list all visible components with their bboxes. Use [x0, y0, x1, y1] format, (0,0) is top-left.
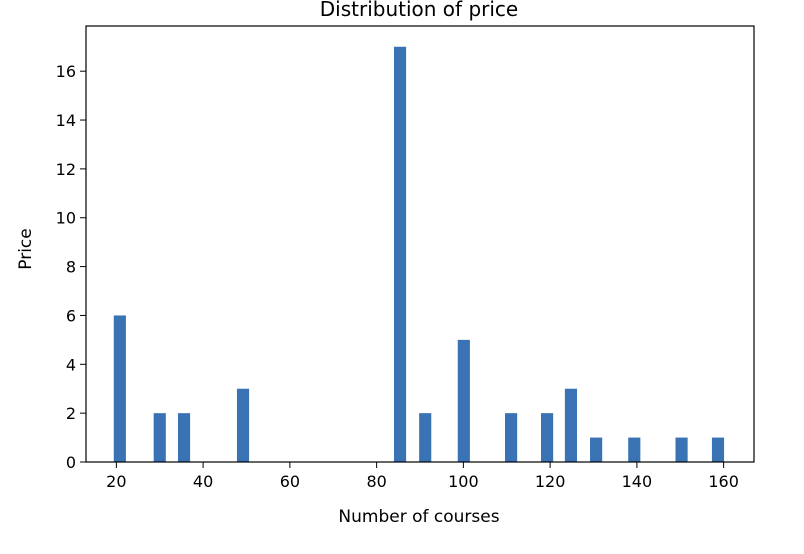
- y-tick-label: 0: [66, 453, 76, 472]
- y-axis-ticks: 0 2 4 6 8 10 12 14 16: [56, 62, 86, 472]
- y-tick-label: 8: [66, 258, 76, 277]
- histogram-bar: [541, 413, 554, 462]
- x-tick-label: 20: [106, 472, 126, 491]
- histogram-bar: [393, 46, 407, 462]
- y-tick-label: 12: [56, 160, 76, 179]
- y-tick-label: 10: [56, 209, 76, 228]
- histogram-bar: [564, 388, 578, 462]
- x-tick-label: 100: [448, 472, 479, 491]
- bars-group: [113, 46, 725, 462]
- chart-title: Distribution of price: [320, 0, 518, 21]
- histogram-bar: [177, 413, 191, 462]
- y-tick-label: 16: [56, 62, 76, 81]
- histogram-bar: [711, 437, 725, 462]
- histogram-bar: [236, 388, 250, 462]
- y-axis-label: Price: [16, 228, 36, 269]
- histogram-bar: [457, 339, 470, 462]
- x-axis-label: Number of courses: [338, 507, 499, 527]
- histogram-bar: [419, 413, 432, 462]
- y-tick-label: 2: [66, 404, 76, 423]
- histogram-bar: [675, 437, 688, 462]
- histogram-bar: [628, 437, 641, 462]
- x-tick-label: 40: [193, 472, 213, 491]
- histogram-bar: [113, 315, 126, 462]
- x-tick-label: 120: [535, 472, 566, 491]
- x-tick-label: 160: [708, 472, 739, 491]
- y-tick-label: 4: [66, 355, 76, 374]
- histogram-bar: [505, 413, 518, 462]
- plot-frame: [85, 25, 755, 463]
- x-tick-label: 80: [366, 472, 386, 491]
- x-tick-label: 140: [622, 472, 653, 491]
- x-axis-ticks: 20 40 60 80 100 120 140 160: [106, 462, 739, 491]
- y-tick-label: 6: [66, 306, 76, 325]
- histogram-bar: [153, 413, 166, 462]
- histogram-bar: [590, 437, 603, 462]
- x-tick-label: 60: [280, 472, 300, 491]
- y-tick-label: 14: [56, 111, 76, 130]
